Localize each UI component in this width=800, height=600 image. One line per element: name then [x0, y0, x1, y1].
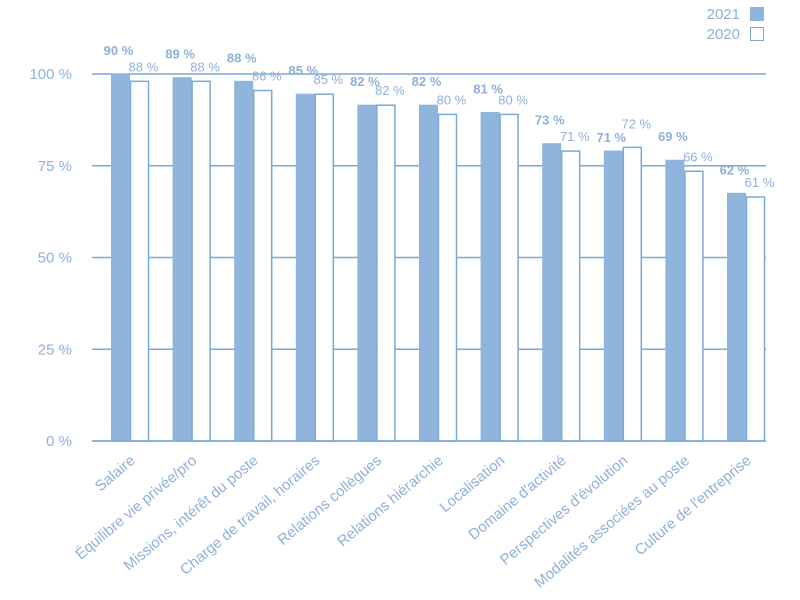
- bar-2021: [419, 104, 438, 442]
- bar-2021: [295, 93, 315, 442]
- y-tick-label: 75 %: [38, 158, 72, 175]
- legend-item-2020: 2020: [644, 24, 764, 44]
- data-label-2020: 88 %: [129, 59, 159, 74]
- bar-2020: [252, 89, 273, 442]
- data-label-2021: 89 %: [165, 47, 195, 62]
- data-label-2020: 86 %: [252, 69, 282, 84]
- y-tick-label: 0 %: [46, 433, 72, 450]
- bar-2020: [684, 170, 704, 442]
- data-label-2020: 85 %: [313, 72, 343, 87]
- bar-2020: [191, 80, 211, 442]
- bar-2021: [480, 112, 500, 442]
- data-label-2020: 61 %: [745, 175, 775, 190]
- y-tick-label: 50 %: [38, 250, 72, 267]
- data-label-2021: 81 %: [473, 82, 503, 97]
- data-label-2020: 72 %: [621, 116, 651, 131]
- data-label-2021: 69 %: [658, 129, 688, 144]
- data-label-2021: 62 %: [720, 162, 750, 177]
- data-label-2021: 88 %: [227, 50, 257, 65]
- legend-label-2021: 2021: [706, 5, 740, 23]
- bar-2020: [745, 196, 766, 442]
- bar-2020: [129, 80, 150, 442]
- x-tick-label: Relations hiérarchie: [334, 452, 446, 550]
- bar-2020: [560, 150, 581, 442]
- x-tick-label: Salaire: [92, 452, 139, 495]
- data-label-2021: 73 %: [535, 113, 565, 128]
- bar-2020: [314, 93, 335, 442]
- bar-2021: [172, 77, 192, 442]
- bar-2021: [111, 73, 130, 442]
- y-tick-label: 100 %: [29, 66, 72, 83]
- data-label-2020: 66 %: [683, 149, 713, 164]
- bar-2021: [665, 159, 685, 442]
- legend: 2021 2020: [644, 4, 764, 44]
- data-label-2021: 71 %: [596, 130, 626, 145]
- data-label-2020: 80 %: [498, 92, 528, 107]
- bar-2021: [542, 143, 562, 442]
- bar-2021: [234, 80, 254, 442]
- data-label-2020: 80 %: [437, 92, 467, 107]
- legend-swatch-2020: [750, 27, 764, 41]
- data-label-2021: 90 %: [104, 43, 134, 58]
- bar-2020: [376, 104, 396, 442]
- x-tick-label: Équilibre vie privée/pro: [72, 452, 200, 563]
- data-label-2021: 82 %: [350, 74, 380, 89]
- bar-2020: [499, 113, 519, 442]
- legend-label-2020: 2020: [706, 25, 740, 43]
- x-tick-label: Culture de l'entreprise: [632, 452, 755, 559]
- data-label-2021: 82 %: [412, 74, 442, 89]
- bar-2021: [603, 150, 623, 442]
- bar-2020: [622, 146, 643, 442]
- data-label-2020: 71 %: [560, 129, 590, 144]
- bar-2020: [437, 113, 458, 442]
- bar-2021: [357, 104, 377, 442]
- data-label-2020: 88 %: [190, 59, 220, 74]
- y-tick-label: 25 %: [38, 341, 72, 358]
- bar-2021: [727, 192, 746, 442]
- x-tick-label: Relations collègues: [274, 452, 385, 549]
- data-label-2020: 82 %: [375, 83, 405, 98]
- legend-item-2021: 2021: [644, 4, 764, 24]
- legend-swatch-2021: [750, 7, 764, 21]
- data-label-2021: 85 %: [288, 63, 318, 78]
